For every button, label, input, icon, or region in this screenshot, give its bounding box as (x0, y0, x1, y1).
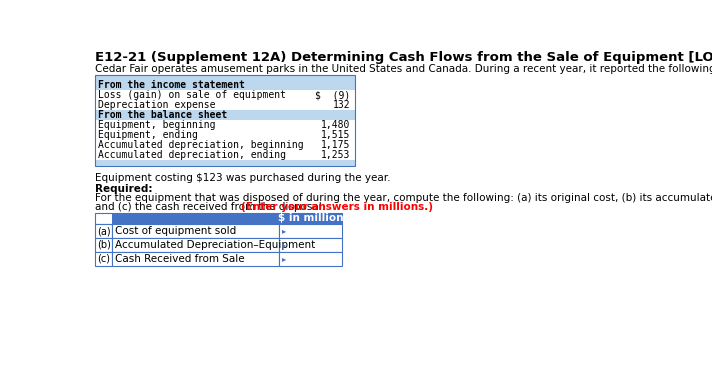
Text: Equipment, beginning: Equipment, beginning (98, 120, 216, 130)
Bar (95, 160, 355, 165)
Bar (279, 224, 342, 238)
Bar (112, 252, 279, 266)
Bar (112, 238, 279, 252)
Bar (95, 90, 355, 100)
Bar (112, 224, 279, 238)
Text: 1,515: 1,515 (321, 130, 350, 140)
Text: Cost of equipment sold: Cost of equipment sold (115, 226, 236, 236)
Text: From the income statement: From the income statement (98, 80, 245, 90)
Text: (a): (a) (97, 226, 110, 236)
Bar (95, 100, 355, 110)
Text: Required:: Required: (95, 184, 152, 194)
Text: (Enter your answers in millions.): (Enter your answers in millions.) (241, 202, 433, 212)
Text: (b): (b) (97, 240, 110, 250)
Text: ▸: ▸ (282, 227, 286, 236)
Bar (95, 224, 112, 238)
Text: Equipment, ending: Equipment, ending (98, 130, 198, 140)
Text: ▸: ▸ (282, 254, 286, 263)
Text: E12-21 (Supplement 12A) Determining Cash Flows from the Sale of Equipment [LO 12: E12-21 (Supplement 12A) Determining Cash… (95, 51, 712, 64)
Bar (279, 252, 342, 266)
Bar (95, 75, 355, 80)
Text: Accumulated Depreciation–Equipment: Accumulated Depreciation–Equipment (115, 240, 315, 250)
Bar (95, 252, 112, 266)
Text: $  (9): $ (9) (315, 90, 350, 100)
Bar (95, 80, 355, 90)
Text: Cash Received from Sale: Cash Received from Sale (115, 254, 245, 264)
Text: Equipment costing $123 was purchased during the year.: Equipment costing $123 was purchased dur… (95, 173, 391, 183)
Text: 1,175: 1,175 (321, 140, 350, 150)
Text: (c): (c) (98, 254, 110, 264)
Bar (95, 213, 342, 224)
Text: 132: 132 (333, 100, 350, 110)
Bar (95, 120, 355, 130)
Bar (95, 110, 355, 120)
Text: For the equipment that was disposed of during the year, compute the following: (: For the equipment that was disposed of d… (95, 193, 712, 203)
Text: Depreciation expense: Depreciation expense (98, 100, 216, 110)
Bar (95, 75, 355, 165)
Bar (279, 238, 342, 252)
Bar (95, 238, 112, 252)
Bar (95, 213, 342, 224)
Text: Accumulated depreciation, beginning: Accumulated depreciation, beginning (98, 140, 304, 150)
Text: and (c) the cash received from the disposal.: and (c) the cash received from the dispo… (95, 202, 328, 212)
Text: $ in million: $ in million (278, 213, 343, 223)
Text: ▸: ▸ (282, 240, 286, 249)
Bar (95, 213, 112, 224)
Text: Loss (gain) on sale of equipment: Loss (gain) on sale of equipment (98, 90, 286, 100)
Text: 1,253: 1,253 (321, 150, 350, 160)
Bar (95, 130, 355, 140)
Text: Cedar Fair operates amusement parks in the United States and Canada. During a re: Cedar Fair operates amusement parks in t… (95, 64, 712, 74)
Text: Accumulated depreciation, ending: Accumulated depreciation, ending (98, 150, 286, 160)
Text: 1,480: 1,480 (321, 120, 350, 130)
Bar (95, 150, 355, 160)
Text: From the balance sheet: From the balance sheet (98, 110, 228, 120)
Bar (95, 140, 355, 150)
